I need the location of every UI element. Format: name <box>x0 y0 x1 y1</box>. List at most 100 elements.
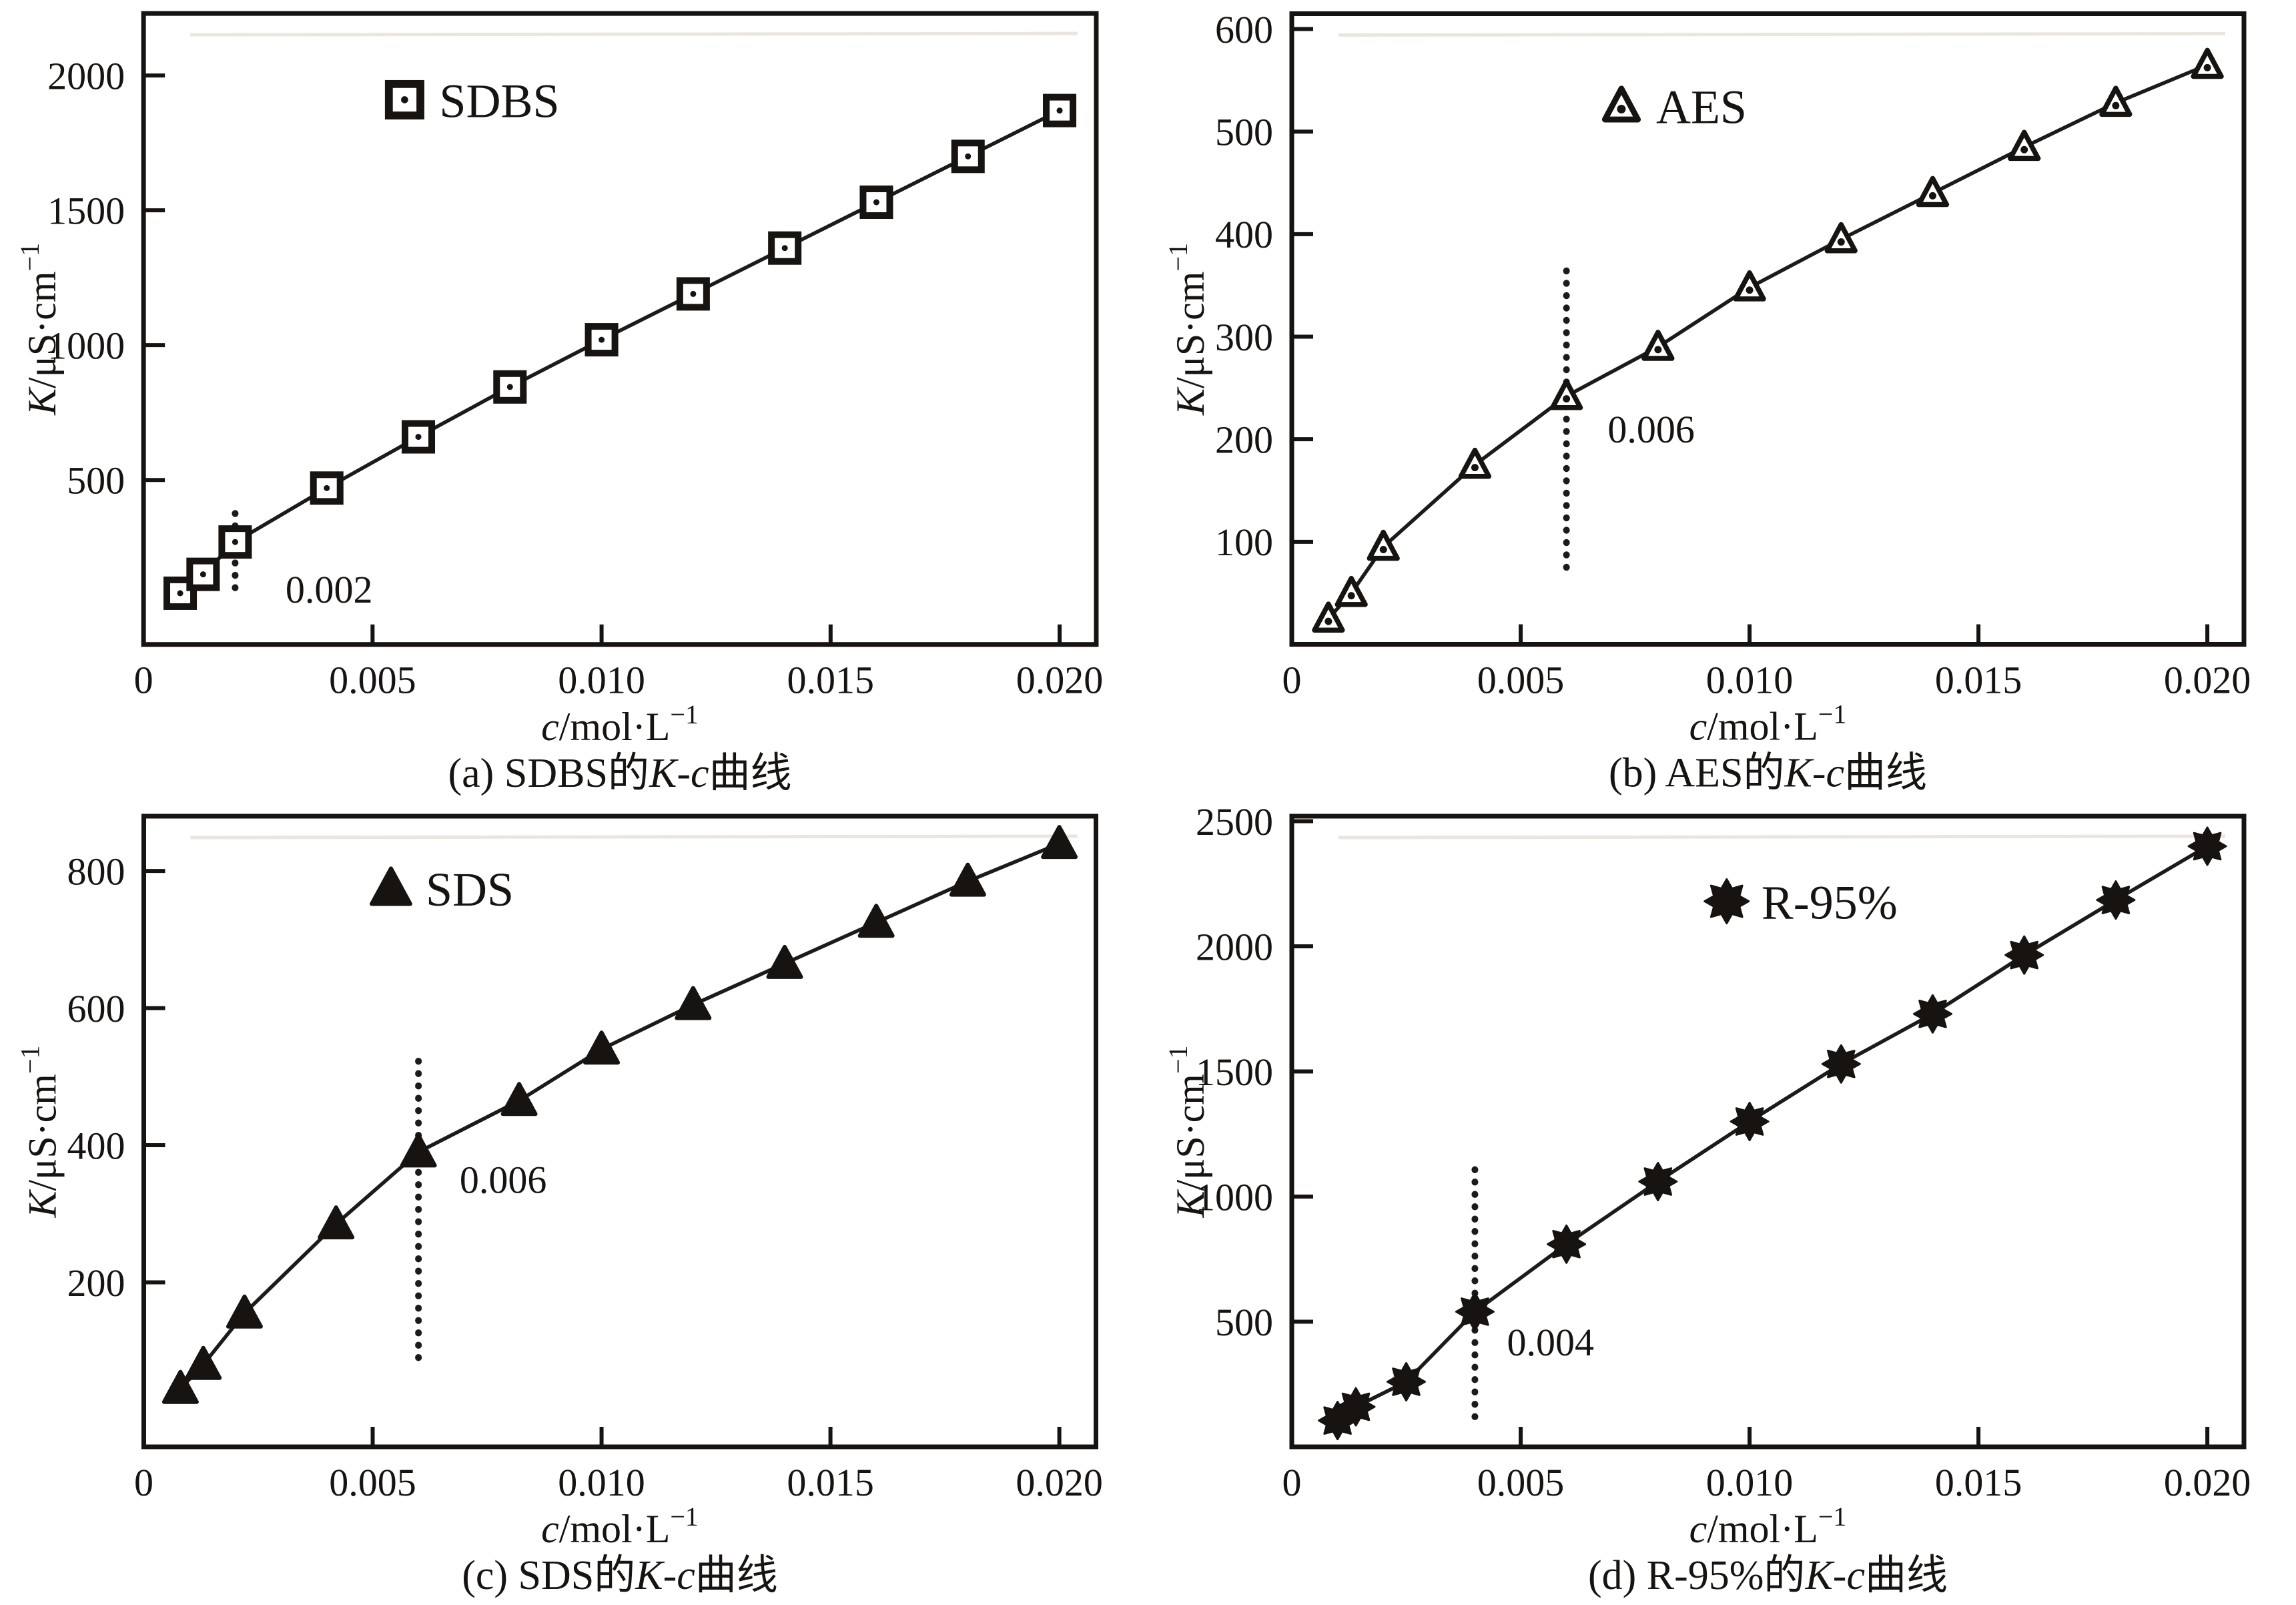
octagram-marker <box>1913 994 1952 1034</box>
y-axis-ticks: 100 200 300 400 500 600 <box>1215 8 1313 564</box>
triangle-marker <box>1641 330 1675 361</box>
chart-panel-a: 0 0.005 0.010 0.015 0.020 500 1000 1500 2000 0.00… <box>15 11 1104 796</box>
filled-triangle-marker <box>949 862 986 897</box>
cmc-annotation: 0.006 <box>415 1046 547 1361</box>
chart-panel-d: 0 0.005 0.010 0.015 0.020 500 1000 1500 2000 2500… <box>1163 803 2251 1598</box>
octagram-marker <box>2187 826 2227 866</box>
svg-text:K/μS·cm−1: K/μS·cm−1 <box>15 243 64 416</box>
y-tick-label: 400 <box>1215 213 1273 256</box>
filled-triangle-marker <box>185 1345 222 1380</box>
chart-panel-b: 0 0.005 0.010 0.015 0.020 100 200 300 400 500 600 0… <box>1163 8 2251 796</box>
panel-caption: (c) SDS的K-c曲线 <box>462 1553 778 1598</box>
y-tick-label: 500 <box>1215 1301 1273 1344</box>
x-tick-label: 0.005 <box>1477 1461 1565 1504</box>
x-axis-ticks: 0 0.005 0.010 0.015 0.020 <box>134 624 1104 702</box>
triangle-marker <box>1916 176 1950 208</box>
filled-triangle-marker <box>500 1082 538 1116</box>
scan-artifact-line <box>190 834 1078 840</box>
x-tick-label: 0.015 <box>1935 1461 2022 1504</box>
triangle-marker <box>2099 85 2133 117</box>
y-tick-label: 1000 <box>1196 1175 1273 1219</box>
triangle-marker <box>1549 378 1583 410</box>
x-tick-label: 0.005 <box>329 1461 416 1504</box>
octagram-marker <box>2004 935 2044 975</box>
scan-artifact-line <box>1338 834 2226 840</box>
octagram-marker <box>1703 878 1750 924</box>
y-tick-label: 200 <box>67 1261 125 1305</box>
octagram-marker <box>1638 1162 1678 1201</box>
panel-c-sds: 0 0.005 0.010 0.015 0.020 200 400 600 800 0.006 SD… <box>0 803 1148 1605</box>
y-tick-label: 800 <box>67 850 125 893</box>
y-axis-label: K/μS·cm−1 <box>15 1045 65 1218</box>
series-line <box>1336 844 2209 1422</box>
square-marker <box>493 370 527 404</box>
panel-caption: (b) AES的K-c曲线 <box>1609 751 1927 796</box>
y-axis-ticks: 500 1000 1500 2000 <box>47 54 165 503</box>
plot-box <box>141 814 1098 1450</box>
y-axis-label: K/μS·cm−1 <box>15 243 64 416</box>
x-axis-ticks: 0 0.005 0.010 0.015 0.020 <box>134 1427 1103 1504</box>
panel-d-r95: 0 0.005 0.010 0.015 0.020 500 1000 1500 2000 2500… <box>1148 803 2296 1605</box>
x-tick-label: 0.015 <box>787 659 875 702</box>
panel-caption: (d) R-95%的K-c曲线 <box>1588 1553 1948 1598</box>
data-series-R-95% <box>1318 826 2227 1441</box>
x-tick-label: 0.015 <box>787 1461 874 1504</box>
x-tick-label: 0 <box>134 1461 153 1504</box>
panel-a-sdbs: 0 0.005 0.010 0.015 0.020 500 1000 1500 2000 0.00… <box>0 0 1148 803</box>
scan-artifact-line <box>1338 32 2226 37</box>
x-tick-label: 0.005 <box>329 659 416 702</box>
y-tick-label: 1500 <box>1196 1050 1273 1094</box>
x-tick-label: 0.020 <box>2164 659 2251 702</box>
filled-triangle-marker <box>766 944 803 979</box>
triangle-marker <box>2008 129 2041 162</box>
legend-label: AES <box>1656 81 1747 134</box>
y-tick-label: 2500 <box>1196 803 1273 844</box>
octagram-marker <box>1455 1292 1495 1331</box>
y-tick-label: 2000 <box>1196 925 1273 968</box>
cmc-annotation: 0.002 <box>232 498 373 611</box>
plot-box <box>1289 11 2247 647</box>
filled-triangle-marker <box>400 1133 437 1168</box>
legend-a: SDBS <box>384 74 560 127</box>
triangle-marker <box>1334 575 1368 607</box>
filled-triangle-marker <box>161 1369 199 1404</box>
y-tick-label: 200 <box>1215 418 1273 461</box>
legend-label: R-95% <box>1762 876 1898 929</box>
x-axis-label: c/mol·L−1 <box>1689 1502 1847 1551</box>
cmc-value-label: 0.006 <box>460 1159 547 1202</box>
x-axis-ticks: 0 0.005 0.010 0.015 0.020 <box>1282 624 2251 702</box>
x-tick-label: 0.020 <box>1016 659 1104 702</box>
cmc-value-label: 0.002 <box>286 568 373 611</box>
y-tick-label: 100 <box>1215 521 1273 564</box>
square-marker <box>401 420 436 454</box>
svg-text:K/μS·cm−1: K/μS·cm−1 <box>1163 243 1212 416</box>
y-axis-ticks: 200 400 600 800 <box>67 850 165 1305</box>
x-tick-label: 0 <box>1282 659 1302 702</box>
filled-triangle-marker <box>675 986 712 1020</box>
x-axis-label: c/mol·L−1 <box>541 1502 699 1551</box>
y-tick-label: 500 <box>1215 111 1273 154</box>
x-tick-label: 0.010 <box>558 1461 645 1504</box>
square-marker <box>951 139 985 174</box>
filled-triangle-marker <box>226 1294 263 1329</box>
octagram-marker <box>2096 880 2136 920</box>
triangle-marker <box>1824 222 1858 254</box>
cmc-value-label: 0.004 <box>1507 1321 1594 1364</box>
x-tick-label: 0.010 <box>1706 659 1794 702</box>
cmc-annotation: 0.006 <box>1563 256 1695 571</box>
cmc-value-label: 0.006 <box>1607 408 1695 451</box>
y-tick-label: 600 <box>1215 8 1273 51</box>
y-tick-label: 300 <box>1215 316 1273 359</box>
octagram-marker <box>1336 1387 1376 1427</box>
plot-box <box>141 11 1099 647</box>
filled-triangle-marker <box>583 1030 621 1065</box>
triangle-marker <box>2191 47 2224 79</box>
filled-triangle-marker <box>370 866 412 906</box>
svg-text:K/μS·cm−1: K/μS·cm−1 <box>15 1045 65 1218</box>
y-tick-label: 1000 <box>47 324 125 367</box>
x-tick-label: 0.015 <box>1935 659 2022 702</box>
data-series-SDBS <box>163 93 1077 610</box>
plot-box <box>1289 814 2247 1450</box>
series-line <box>179 109 1061 595</box>
